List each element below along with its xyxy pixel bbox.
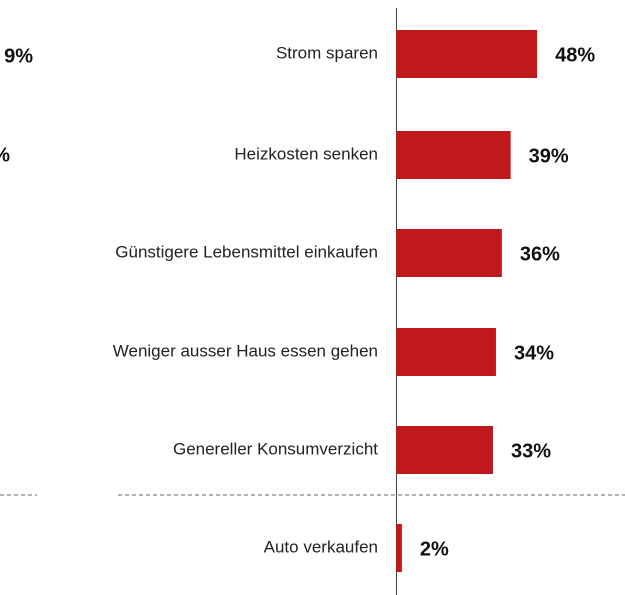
category-label: Günstigere Lebensmittel einkaufen [115,242,378,261]
bar [396,328,496,376]
category-label: Heizkosten senken [234,144,378,163]
category-label: Genereller Konsumverzicht [173,439,378,458]
value-label: 39% [529,145,569,167]
bar [396,30,538,78]
value-label: 36% [520,243,560,265]
value-label: 33% [511,440,551,462]
fragment-label: 9% [4,45,33,67]
fragment-label: % [0,144,10,166]
value-label: 2% [420,538,449,560]
bar [396,524,402,572]
category-label: Strom sparen [276,43,378,62]
value-label: 48% [555,44,595,66]
bar [396,426,494,474]
bar [396,131,511,179]
value-label: 34% [514,342,554,364]
bar [396,229,502,277]
category-label: Weniger ausser Haus essen gehen [113,341,378,360]
category-label: Auto verkaufen [264,537,378,556]
